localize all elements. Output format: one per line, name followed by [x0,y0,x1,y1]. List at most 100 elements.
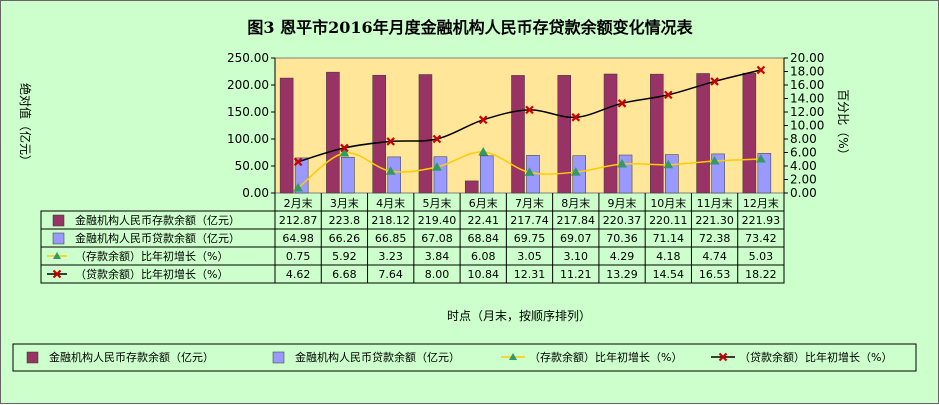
x-axis-title: 时点（月末，按顺序排列） [447,308,591,323]
series-swatch-marker [53,252,61,259]
deposit-growth-point [709,155,720,165]
x-category-label: 3月末 [330,196,359,210]
deposit-growth-point [339,148,350,157]
y-right-tick-label: 6.00 [790,146,817,160]
table-cell-value: 18.22 [745,268,777,281]
table-cell-value: 0.75 [286,250,311,263]
series-swatch [272,351,285,364]
x-category-label: 7月末 [515,196,544,210]
table-cell-value: 217.74 [510,214,549,227]
table-cell-value: 217.84 [557,214,596,227]
deposit-bar [372,74,386,194]
deposit-bar [418,74,433,194]
table-cell-value: 4.29 [610,250,635,263]
table-cell-value: 4.74 [702,250,727,263]
table-cell-value: 221.93 [742,214,781,227]
table-cell-value: 3.23 [378,250,403,263]
series-swatch-marker [718,352,728,362]
table-cell-value: 69.07 [560,232,592,245]
y-right-tick-label: 12.00 [790,105,824,119]
table-cell-value: 4.18 [656,250,681,263]
table-cell-value: 212.87 [279,214,318,227]
table-cell-value: 73.42 [745,232,777,245]
table-cell-value: 22.41 [467,214,499,227]
deposit-growth-point [385,166,396,175]
loan-growth-point [293,157,303,167]
loan-bar [433,156,448,194]
table-cell-value: 3.05 [517,250,542,263]
y-right-tick-label: 14.00 [790,92,824,106]
loan-bar [341,156,355,194]
table-cell-value: 68.84 [467,232,499,245]
x-category-label: 5月末 [422,196,451,210]
deposit-growth-point [432,162,442,171]
loan-growth-point [340,143,349,153]
loan-bar [618,154,633,194]
data-table: 2月末 3月末 4月末 5月末 6月末 7月末 8月末 9月末 10月末 11月末 12月末金融机构… [40,193,785,284]
table-cell-value: 66.85 [375,232,407,245]
series-swatch-marker [52,269,62,279]
table-cell-value: 220.37 [603,214,642,227]
loan-growth-point [756,65,766,75]
chart-title: 图3 恩平市2016年月度金融机构人民币存贷款余额变化情况表 [247,18,693,37]
table-cell-value: 70.36 [606,232,638,245]
table-row-label: （存款余额）比年初增长（%） [75,249,228,263]
table-cell-value: 67.08 [421,232,453,245]
table-cell-value: 4.62 [286,268,311,281]
table-cell-value: 3.84 [425,250,450,263]
series-swatch [26,351,39,364]
y-right-tick-label: 4.00 [790,159,817,173]
table-cell-value: 71.14 [653,232,685,245]
y-right-tick-label: 8.00 [790,132,817,146]
y-right-tick-label: 16.00 [790,78,824,92]
y-axis-right-title: 百分比（%） [836,89,850,160]
deposit-growth-point [524,167,535,176]
table-row-label: 金融机构人民币贷款余额（亿元） [75,231,240,245]
x-category-label: 4月末 [376,196,405,210]
x-category-label: 6月末 [469,196,498,210]
deposit-bar [511,75,525,194]
deposit-growth-point [570,167,581,176]
y-axis-right: 0.002.004.006.008.0010.0012.0014.0016.00… [783,51,824,200]
series-swatch-marker [509,353,517,360]
y-left-tick-label: 50.00 [235,159,269,173]
table-cell-value: 5.03 [749,250,774,263]
y-left-tick-label: 150.00 [227,105,269,119]
y-right-tick-label: 10.00 [790,119,824,133]
loan-bar [757,153,772,194]
table-row-label: 金融机构人民币存款余额（亿元） [75,213,240,227]
loan-growth-point [571,113,581,122]
legend-entry: 金融机构人民币贷款余额（亿元） [295,350,460,364]
y-left-tick-label: 100.00 [227,132,269,146]
x-category-label: 8月末 [561,196,590,210]
table-cell-value: 12.31 [514,268,546,281]
table-cell-value: 13.29 [606,268,638,281]
legend-entry: 金融机构人民币存款余额（亿元） [49,350,214,364]
deposit-bar [464,180,479,194]
deposit-bar [557,75,572,194]
table-cell-value: 6.08 [471,250,496,263]
line-series [293,65,766,192]
legend-box [12,343,917,372]
deposit-bar [326,71,340,194]
y-right-tick-label: 0.00 [790,186,817,200]
loan-growth-point [664,90,673,100]
deposit-bar [696,73,710,194]
x-category-label: 11月末 [697,196,733,210]
legend-entry: （贷款余额）比年初增长（%） [739,350,892,364]
loan-growth-point [710,77,719,86]
deposit-growth-point [293,182,303,192]
loan-bar [387,156,401,194]
table-cell-value: 8.00 [425,268,450,281]
loan-bar [479,155,494,194]
x-category-label: 10月末 [650,196,686,210]
table-cell-value: 5.92 [332,250,357,263]
deposit-growth-point [756,154,766,163]
loan-growth-point [478,115,488,125]
table-cell-value: 218.12 [371,214,410,227]
loan-bar [665,154,679,194]
y-right-tick-label: 20.00 [790,51,824,65]
table-cell-value: 6.68 [332,268,357,281]
table-cell-value: 3.10 [564,250,589,263]
